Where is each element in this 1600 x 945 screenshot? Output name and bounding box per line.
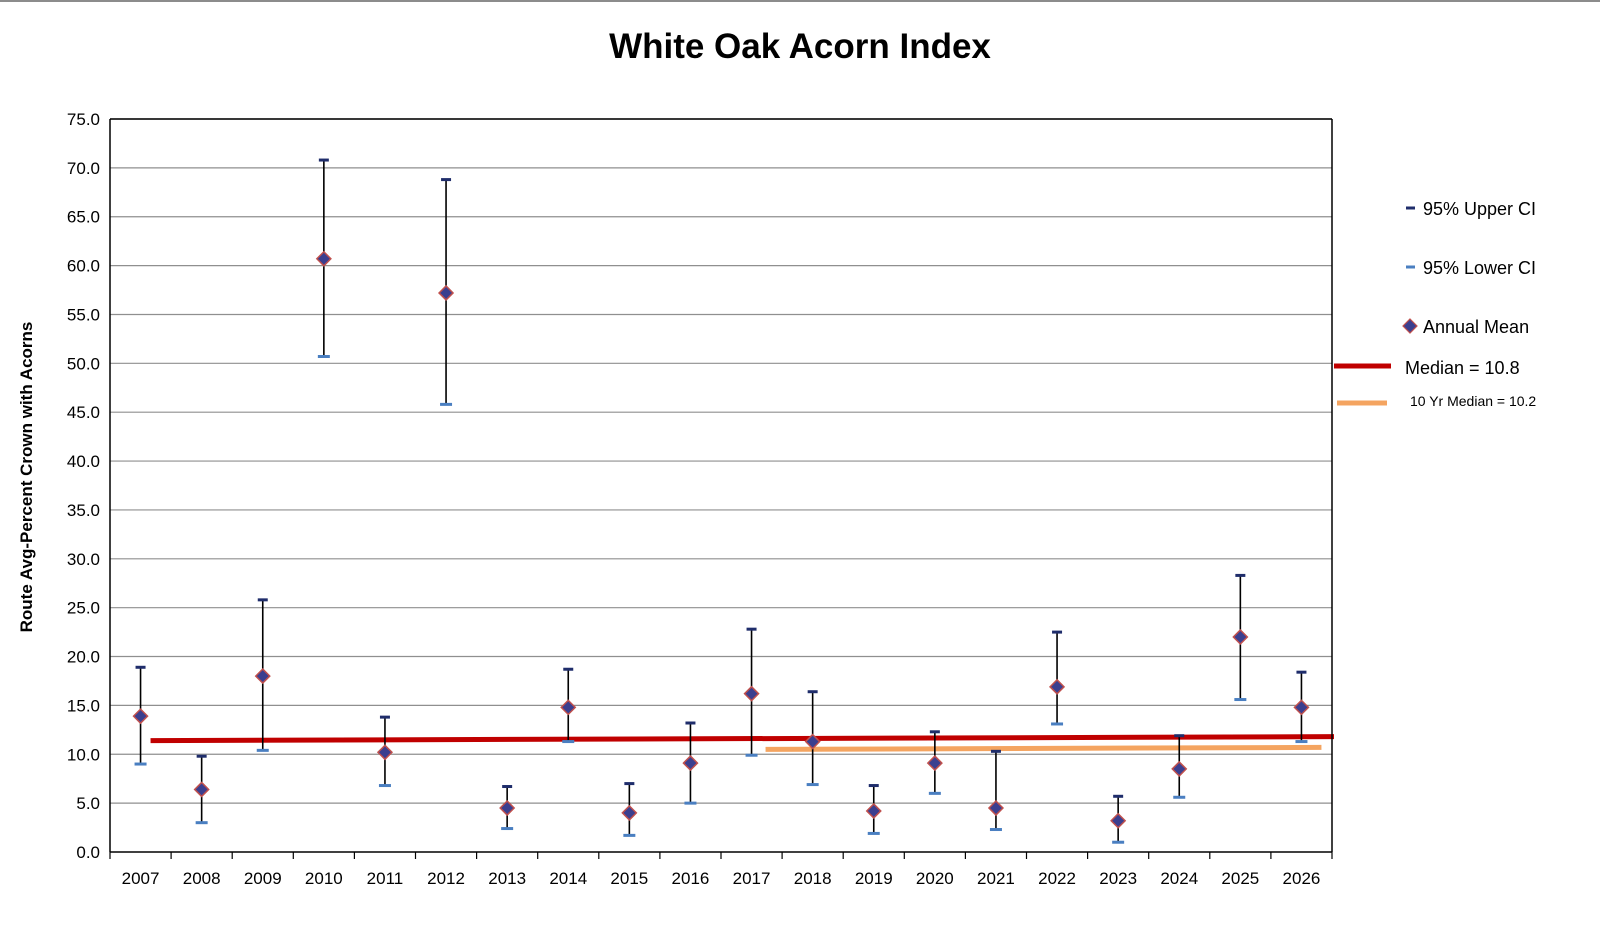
y-tick-label: 10.0 <box>67 745 100 764</box>
x-tick-label: 2020 <box>916 869 954 888</box>
mean-marker <box>560 699 577 716</box>
x-tick-label: 2019 <box>855 869 893 888</box>
y-tick-label: 60.0 <box>67 257 100 276</box>
mean-marker <box>254 668 271 685</box>
y-tick-label: 30.0 <box>67 550 100 569</box>
x-tick-label: 2012 <box>427 869 465 888</box>
y-tick-label: 65.0 <box>67 208 100 227</box>
reference-lines <box>150 734 1335 752</box>
x-tick-label: 2023 <box>1099 869 1137 888</box>
y-tick-label: 5.0 <box>76 794 100 813</box>
mean-marker <box>132 708 149 725</box>
y-tick-label: 20.0 <box>67 648 100 667</box>
x-tick-label: 2026 <box>1283 869 1321 888</box>
y-tick-label: 50.0 <box>67 354 100 373</box>
gridlines <box>110 118 1332 852</box>
legend-label: Annual Mean <box>1423 317 1529 337</box>
mean-marker <box>926 755 943 772</box>
x-tick-label: 2024 <box>1160 869 1198 888</box>
y-tick-label: 25.0 <box>67 599 100 618</box>
x-tick-label: 2013 <box>488 869 526 888</box>
mean-marker <box>743 685 760 702</box>
mean-marker <box>1293 699 1310 716</box>
mean-marker <box>1171 760 1188 777</box>
x-tick-label: 2010 <box>305 869 343 888</box>
mean-marker <box>682 755 699 772</box>
x-tick-label: 2008 <box>183 869 221 888</box>
x-tick-label: 2025 <box>1221 869 1259 888</box>
y-tick-label: 45.0 <box>67 403 100 422</box>
axes <box>109 118 1333 859</box>
tick-labels: 0.0 5.0 10.0 15.0 20.0 25.0 30.0 35.0 40.0 45.0 50… <box>67 110 1320 888</box>
chart-title: White Oak Acorn Index <box>609 27 991 66</box>
mean-marker <box>621 804 638 821</box>
y-tick-label: 40.0 <box>67 452 100 471</box>
mean-marker <box>865 802 882 820</box>
x-tick-label: 2017 <box>733 869 771 888</box>
x-tick-label: 2009 <box>244 869 282 888</box>
mean-markers <box>132 250 1310 829</box>
mean-marker <box>499 799 516 817</box>
mean-marker <box>1048 678 1066 695</box>
mean-marker <box>437 284 455 302</box>
y-tick-label: 75.0 <box>67 110 100 129</box>
median-line <box>150 734 1335 744</box>
plot-area <box>110 119 1332 852</box>
mean-marker <box>315 250 332 267</box>
x-tick-label: 2011 <box>367 869 404 888</box>
y-tick-label: 0.0 <box>76 843 100 862</box>
y-tick-label: 55.0 <box>67 305 100 324</box>
y-axis-label: Route Avg-Percent Crown with Acorns <box>17 322 36 633</box>
legend-label: 95% Upper CI <box>1423 199 1536 219</box>
legend-label: Median = 10.8 <box>1405 358 1520 378</box>
legend-label: 95% Lower CI <box>1423 258 1536 278</box>
x-tick-label: 2014 <box>549 869 587 888</box>
x-tick-label: 2016 <box>672 869 710 888</box>
legend-label: 10 Yr Median = 10.2 <box>1410 393 1536 409</box>
mean-marker <box>987 799 1005 817</box>
legend-diamond-symbol <box>1402 318 1418 334</box>
mean-marker <box>376 744 394 761</box>
ten-year-median-line <box>765 744 1322 752</box>
x-tick-label: 2021 <box>977 869 1015 888</box>
x-tick-label: 2015 <box>610 869 648 888</box>
frame-top-border <box>0 0 1600 2</box>
mean-marker <box>1232 628 1249 646</box>
x-tick-label: 2022 <box>1038 869 1076 888</box>
mean-marker <box>1110 812 1127 829</box>
y-tick-label: 35.0 <box>67 501 100 520</box>
x-tick-label: 2007 <box>122 869 160 888</box>
mean-marker <box>193 781 210 798</box>
y-tick-label: 70.0 <box>67 159 100 178</box>
mean-marker <box>804 733 821 750</box>
x-tick-label: 2018 <box>794 869 832 888</box>
legend: 95% Upper CI 95% Lower CI Annual Mean Media… <box>1334 199 1536 409</box>
y-tick-label: 15.0 <box>67 696 100 715</box>
